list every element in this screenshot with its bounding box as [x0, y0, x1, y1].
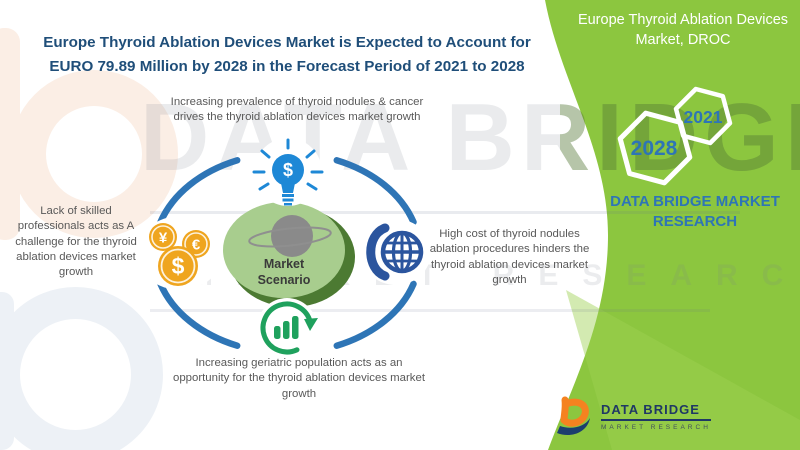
logo-mark-icon [557, 396, 590, 436]
orbit-arc-bottom-right [333, 280, 417, 349]
growth-chart-icon [257, 298, 318, 358]
forecast-hexagons: 2028 2021 [617, 86, 733, 186]
lightbulb-bulb [272, 154, 304, 186]
restraint-caption: High cost of thyroid nodules ablation pr… [429, 228, 590, 286]
lightbulb-base3 [284, 203, 292, 206]
watermark-b-stem [0, 28, 20, 240]
page-title-line1: Europe Thyroid Ablation Devices Market i… [43, 34, 531, 51]
coin-dollar-glyph: $ [172, 253, 185, 279]
page-title-line2: EURO 79.89 Million by 2028 in the Foreca… [49, 58, 525, 76]
phone-handset [366, 223, 390, 281]
challenge-caption: Lack of skilled professionals acts as A … [15, 205, 137, 279]
green-panel-shape [545, 0, 800, 450]
panel-brand-text: DATA BRIDGE MARKET RESEARCH [610, 193, 780, 231]
panel-title: Europe Thyroid Ablation Devices Market, … [577, 12, 789, 49]
growth-bar2 [283, 321, 290, 339]
logo-name: DATA BRIDGE [601, 402, 711, 421]
hexagon-2021 [673, 86, 733, 146]
center-label-line1: Market [264, 257, 305, 271]
coin-yen [149, 223, 177, 251]
market-scenario-ellipse: Market Scenario [223, 202, 355, 307]
saturn-ring [248, 226, 332, 248]
currency-coins-icon: ¥ € $ [137, 216, 223, 290]
lightbulb-base2 [282, 198, 294, 202]
logo-text: DATA BRIDGE MARKET RESEARCH [601, 402, 711, 431]
hexagon-2028-label: 2028 [631, 137, 678, 160]
lightbulb-neck [281, 183, 295, 193]
green-panel-wedge [566, 290, 800, 450]
logo-subtitle: MARKET RESEARCH [601, 423, 711, 431]
opportunity-caption: Increasing geriatric population acts as … [173, 357, 425, 400]
watermark-underline-1 [150, 211, 740, 214]
lightbulb-dollar-icon: $ [252, 138, 324, 206]
orbit-ring [157, 157, 417, 349]
coin-yen-ring [151, 225, 175, 249]
driver-caption: Increasing prevalence of thyroid nodules… [170, 96, 424, 124]
watermark-underline-2 [150, 309, 710, 312]
lightbulb-dollar-glyph: $ [283, 160, 293, 180]
company-logo: DATA BRIDGE MARKET RESEARCH [554, 396, 711, 438]
orbit-arc-bottom-left [157, 280, 241, 349]
watermark-d-stem [0, 292, 14, 450]
coin-euro-ring [184, 232, 208, 256]
coin-euro-glyph: € [192, 237, 201, 254]
page-title: Europe Thyroid Ablation Devices Market i… [22, 31, 552, 80]
orbit-arc-top-right [333, 157, 417, 226]
lightbulb-rays [252, 138, 324, 191]
saturn-planet [271, 215, 313, 257]
coin-dollar-ring [160, 248, 196, 284]
growth-bar1 [274, 326, 281, 339]
hexagon-2021-label: 2021 [684, 107, 723, 127]
center-label-line2: Scenario [258, 273, 311, 287]
lightbulb-base1 [282, 194, 294, 197]
logo-swoosh [557, 418, 590, 436]
coin-dollar [158, 246, 198, 286]
orbit-arc-top-left [157, 157, 241, 226]
coin-yen-glyph: ¥ [159, 230, 168, 247]
growth-bar3 [292, 316, 299, 339]
globe-phone-icon [361, 219, 431, 285]
growth-arrow-head [304, 318, 318, 331]
growth-arrow-ring [260, 301, 313, 355]
